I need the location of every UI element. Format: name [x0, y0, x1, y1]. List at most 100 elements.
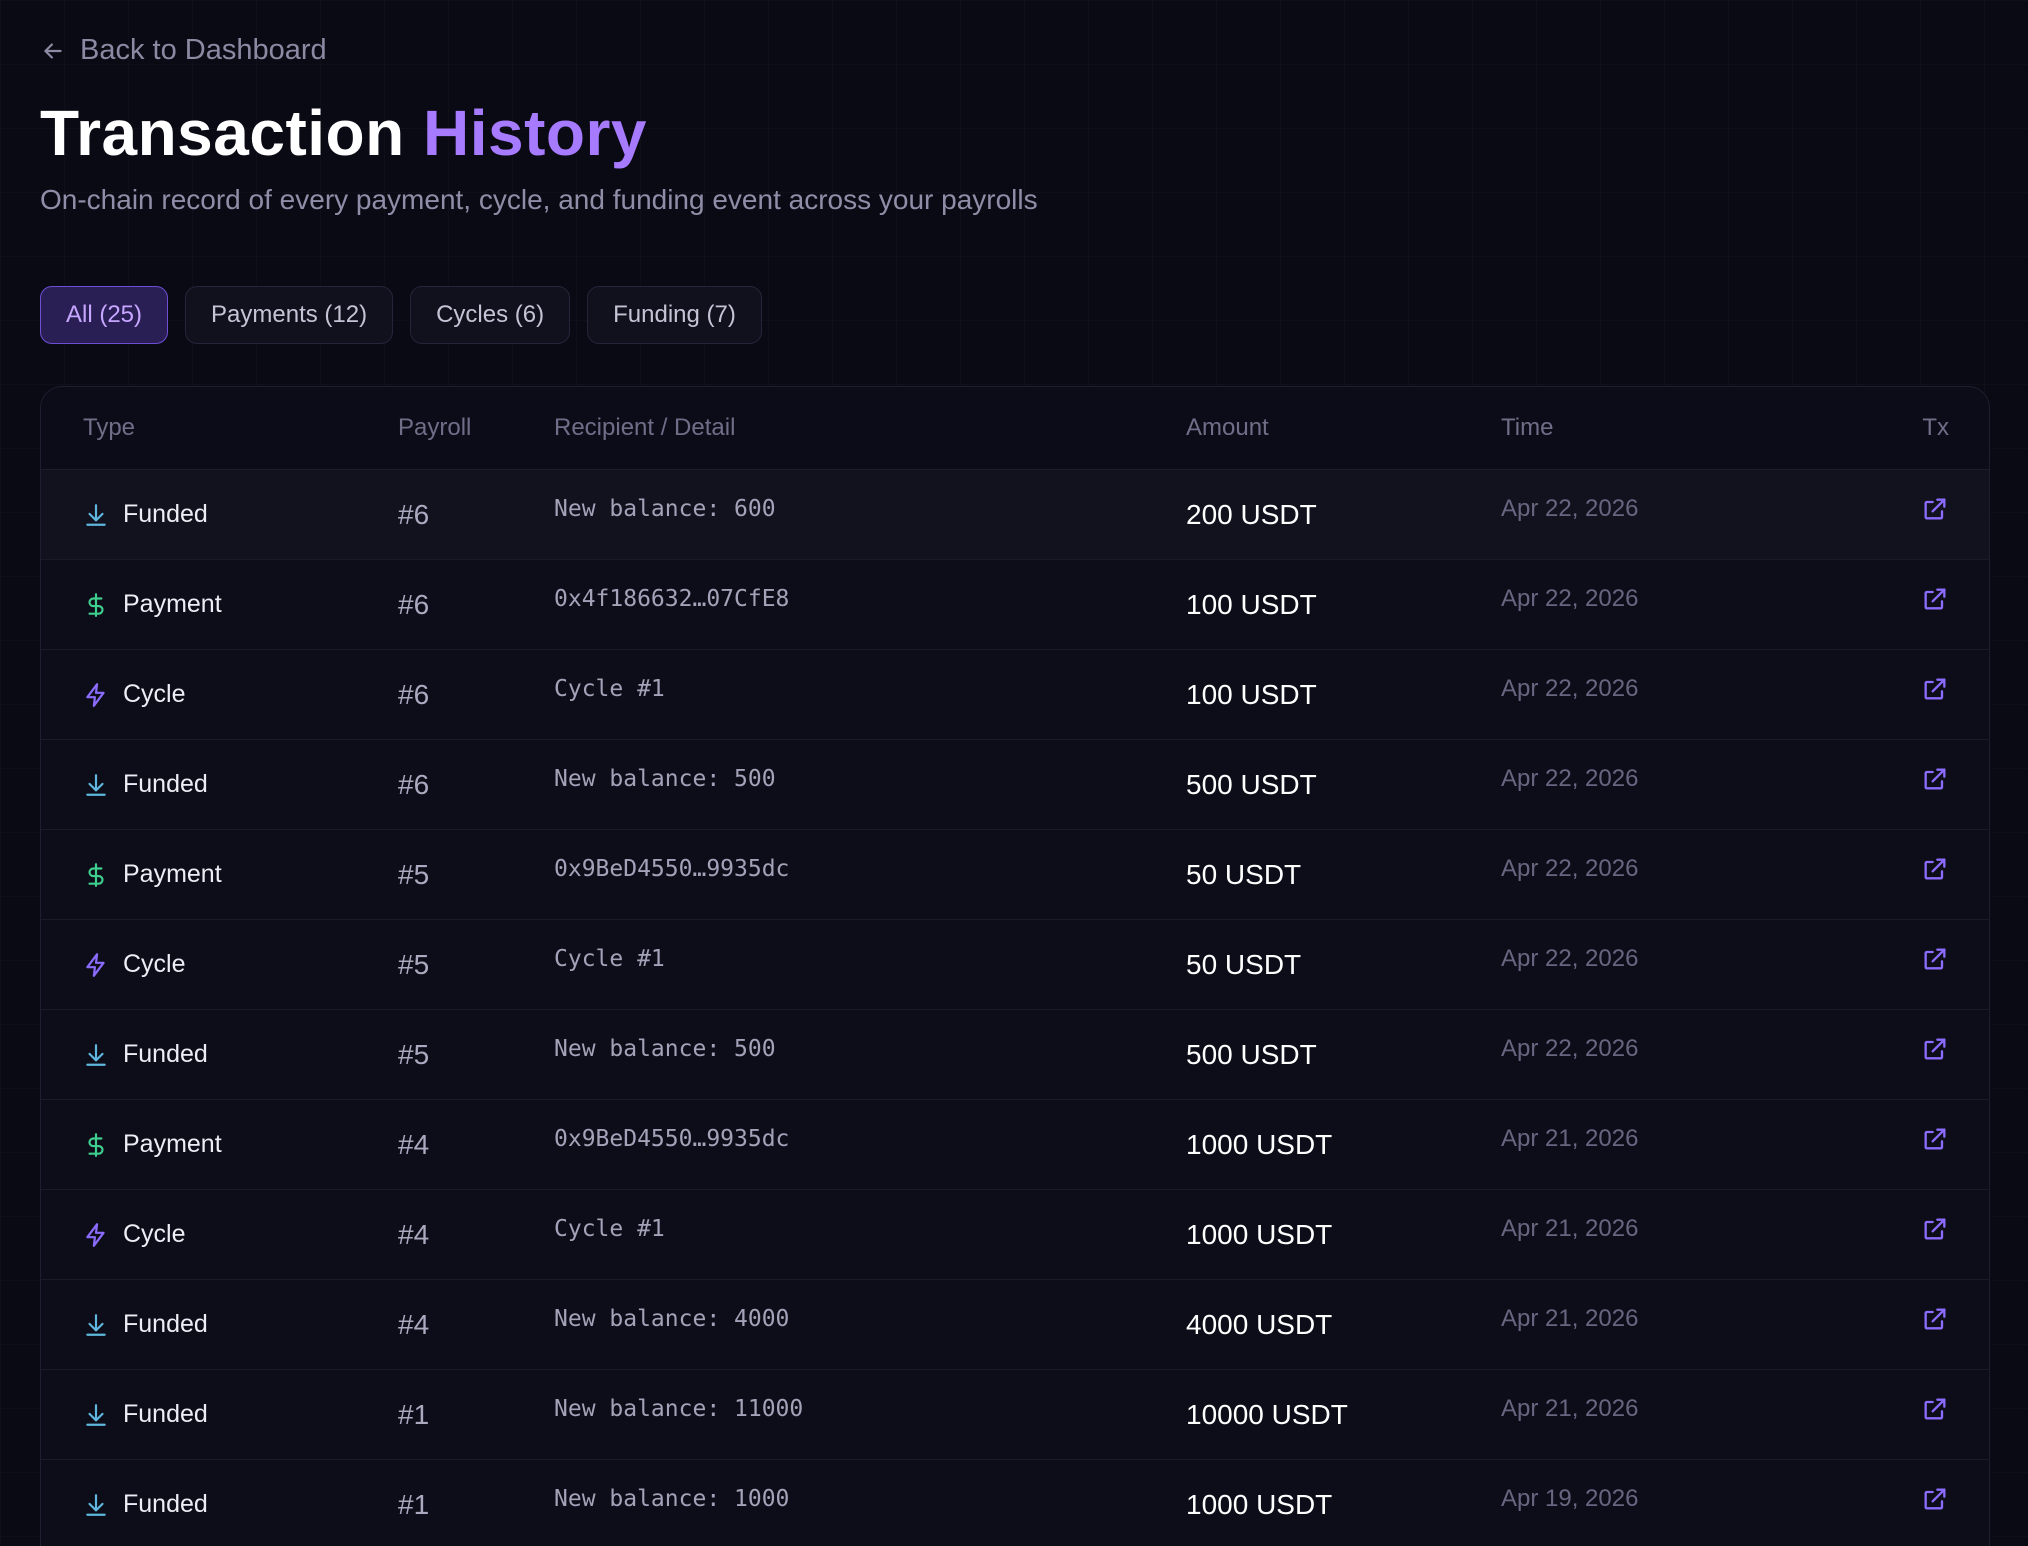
page-subtitle: On-chain record of every payment, cycle,… [40, 184, 1038, 215]
detail-cell: 0x9BeD4550…9935dc [554, 1125, 790, 1152]
table-row: Payment #6 0x4f186632…07CfE8 100 USDT Apr 22… [41, 560, 1989, 650]
tx-link[interactable] [1921, 464, 1949, 553]
detail-cell: Cycle #1 [554, 675, 665, 702]
external-link-icon [1924, 1128, 1946, 1149]
type-cell: Funded [83, 1460, 208, 1546]
table-row: Cycle #6 Cycle #1 100 USDT Apr 22, 2026 [41, 650, 1989, 740]
amount-cell: 200 USDT [1186, 498, 1317, 530]
detail-cell: New balance: 500 [554, 1035, 776, 1062]
type-cell: Payment [83, 830, 222, 919]
download-icon [86, 1493, 106, 1516]
tx-link[interactable] [1921, 1454, 1949, 1543]
amount-cell: 1000 USDT [1186, 1488, 1333, 1520]
detail-cell: Cycle #1 [554, 945, 665, 972]
type-label: Funded [123, 1490, 208, 1518]
back-to-dashboard-link[interactable]: Back to Dashboard [40, 34, 327, 67]
arrow-left-icon [44, 42, 62, 59]
external-link-icon [1924, 1398, 1946, 1419]
table-body: Funded #6 New balance: 600 200 USDT Apr 22, … [41, 470, 1989, 1546]
external-link-icon [1924, 498, 1946, 519]
amount-cell: 50 USDT [1186, 948, 1302, 980]
external-link-icon [1924, 948, 1946, 969]
payroll-cell: #5 [398, 858, 430, 890]
external-link-icon [1924, 678, 1946, 699]
tx-link[interactable] [1921, 1184, 1949, 1273]
type-label: Payment [123, 860, 222, 888]
time-cell: Apr 22, 2026 [1501, 1034, 1639, 1062]
external-link-icon [1924, 588, 1946, 609]
type-label: Funded [123, 1400, 208, 1428]
title-main: Transaction [40, 97, 405, 169]
tab-payments[interactable]: Payments (12) [185, 286, 394, 344]
time-cell: Apr 22, 2026 [1501, 494, 1639, 522]
back-link-label: Back to Dashboard [80, 34, 327, 66]
external-link-icon [1924, 1038, 1946, 1059]
table-row: Cycle #5 Cycle #1 50 USDT Apr 22, 2026 [41, 920, 1989, 1010]
column-header-payroll: Payroll [398, 414, 472, 441]
time-cell: Apr 19, 2026 [1501, 1484, 1639, 1512]
tx-link[interactable] [1921, 1364, 1949, 1453]
page-title: Transaction History [40, 96, 647, 170]
column-header-detail: Recipient / Detail [554, 414, 736, 441]
type-label: Funded [123, 1310, 208, 1338]
payroll-cell: #6 [398, 588, 430, 620]
table-header: Type Payroll Recipient / Detail Amount T… [41, 387, 1989, 470]
amount-cell: 4000 USDT [1186, 1308, 1333, 1340]
table-row: Funded #1 New balance: 1000 1000 USDT Apr 19… [41, 1460, 1989, 1546]
time-cell: Apr 21, 2026 [1501, 1214, 1639, 1242]
detail-cell: New balance: 600 [554, 495, 776, 522]
detail-cell: 0x9BeD4550…9935dc [554, 855, 790, 882]
detail-cell: New balance: 500 [554, 765, 776, 792]
tab-cycles[interactable]: Cycles (6) [410, 286, 571, 344]
type-cell: Funded [83, 470, 208, 559]
type-label: Cycle [123, 950, 186, 978]
tx-link[interactable] [1921, 554, 1949, 643]
type-cell: Payment [83, 1100, 222, 1189]
tx-link[interactable] [1921, 644, 1949, 733]
amount-cell: 500 USDT [1186, 768, 1317, 800]
type-label: Funded [123, 500, 208, 528]
table-row: Payment #5 0x9BeD4550…9935dc 50 USDT Apr 22,… [41, 830, 1989, 920]
tx-link[interactable] [1921, 1274, 1949, 1363]
lightning-icon [86, 952, 105, 977]
dollar-icon [88, 1132, 104, 1157]
type-cell: Funded [83, 1010, 208, 1099]
amount-cell: 1000 USDT [1186, 1128, 1333, 1160]
tx-link[interactable] [1921, 824, 1949, 913]
tx-link[interactable] [1921, 1094, 1949, 1183]
title-accent: History [423, 97, 647, 169]
table-row: Payment #4 0x9BeD4550…9935dc 1000 USDT Apr 2… [41, 1100, 1989, 1190]
payroll-cell: #1 [398, 1398, 430, 1430]
tx-link[interactable] [1921, 734, 1949, 823]
type-label: Funded [123, 770, 208, 798]
amount-cell: 50 USDT [1186, 858, 1302, 890]
detail-cell: 0x4f186632…07CfE8 [554, 585, 790, 612]
payroll-cell: #6 [398, 498, 430, 530]
table-row: Funded #1 New balance: 11000 10000 USDT Apr … [41, 1370, 1989, 1460]
type-label: Funded [123, 1040, 208, 1068]
payroll-cell: #5 [398, 948, 430, 980]
tab-funding[interactable]: Funding (7) [587, 286, 762, 344]
table-row: Cycle #4 Cycle #1 1000 USDT Apr 21, 2026 [41, 1190, 1989, 1280]
type-label: Cycle [123, 680, 186, 708]
dollar-icon [88, 862, 104, 887]
external-link-icon [1924, 768, 1946, 789]
type-cell: Funded [83, 1280, 208, 1369]
external-link-icon [1924, 858, 1946, 879]
lightning-icon [86, 682, 105, 707]
dollar-icon [88, 592, 104, 617]
tab-all[interactable]: All (25) [40, 286, 169, 344]
external-link-icon [1924, 1488, 1946, 1509]
download-icon [86, 503, 106, 526]
detail-cell: New balance: 1000 [554, 1485, 790, 1512]
download-icon [86, 773, 106, 796]
external-link-icon [1924, 1218, 1946, 1239]
tx-link[interactable] [1921, 1004, 1949, 1093]
tx-link[interactable] [1921, 914, 1949, 1003]
table-row: Funded #4 New balance: 4000 4000 USDT Apr 21… [41, 1280, 1989, 1370]
amount-cell: 100 USDT [1186, 678, 1317, 710]
type-label: Payment [123, 590, 222, 618]
download-icon [86, 1313, 106, 1336]
type-cell: Cycle [83, 1190, 186, 1279]
table-row: Funded #6 New balance: 600 200 USDT Apr 22, … [41, 470, 1989, 560]
